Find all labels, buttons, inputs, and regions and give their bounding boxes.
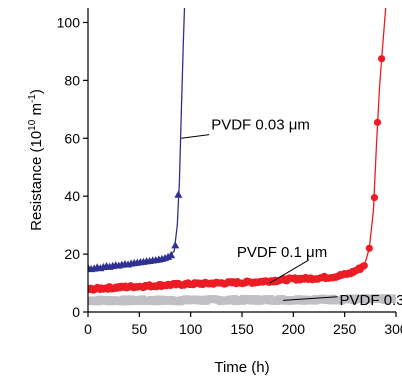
x-tick-label: 250 bbox=[333, 321, 357, 337]
series-1-point bbox=[167, 251, 176, 259]
series-2-point bbox=[370, 194, 379, 202]
y-axis-title-mid: m bbox=[28, 103, 45, 120]
series-label-text-3: PVDF 0.3 μm bbox=[340, 292, 402, 309]
series-label-leader-1 bbox=[181, 134, 210, 139]
series-1-curve bbox=[88, 8, 186, 270]
series-1-point bbox=[174, 190, 183, 198]
x-tick-label: 0 bbox=[84, 321, 92, 337]
series-2-point bbox=[378, 55, 386, 63]
series-layer bbox=[88, 8, 396, 306]
axes-layer: 0 20 40 60 80 100 0 50 100 150 200 250 300 bbox=[57, 8, 402, 337]
series-label-2: PVDF 0.1 μm bbox=[237, 244, 327, 284]
series-label-text-2: PVDF 0.1 μm bbox=[237, 244, 327, 261]
y-tick-label: 40 bbox=[64, 188, 80, 204]
y-axis-title-suffix: ) bbox=[28, 89, 45, 94]
series-1 bbox=[88, 8, 186, 273]
x-tick-label: 150 bbox=[230, 321, 254, 337]
y-axis-title: Resistance (1010 m-1) bbox=[27, 89, 45, 231]
y-tick-label: 60 bbox=[64, 130, 80, 146]
y-axis-title-exponent-2: -1 bbox=[27, 94, 38, 103]
y-tick-label: 20 bbox=[64, 246, 80, 262]
series-2-point bbox=[365, 244, 373, 252]
x-axis-title: Time (h) bbox=[214, 359, 269, 376]
x-tick-label: 100 bbox=[179, 321, 203, 337]
series-3-dense-point bbox=[391, 294, 396, 303]
series-label-leader-2 bbox=[269, 259, 310, 284]
series-2-point bbox=[373, 118, 382, 126]
y-tick-label: 0 bbox=[72, 304, 80, 320]
series-2-curve bbox=[364, 8, 387, 263]
x-tick-label: 200 bbox=[282, 321, 306, 337]
x-tick-label: 300 bbox=[384, 321, 402, 337]
series-2-dense-point bbox=[360, 262, 368, 270]
annotation-layer: PVDF 0.03 μm PVDF 0.1 μm PVDF 0.3 μm bbox=[181, 117, 402, 309]
y-tick-label: 100 bbox=[57, 14, 81, 30]
series-2 bbox=[88, 8, 387, 294]
series-label-leader-3 bbox=[283, 296, 338, 301]
series-label-text-1: PVDF 0.03 μm bbox=[211, 117, 310, 134]
series-label-3: PVDF 0.3 μm bbox=[283, 292, 402, 309]
series-label-1: PVDF 0.03 μm bbox=[181, 117, 310, 139]
series-1-point bbox=[171, 241, 180, 249]
y-tick-label: 80 bbox=[64, 72, 80, 88]
x-tick-label: 50 bbox=[132, 321, 148, 337]
y-axis-title-prefix: Resistance (10 bbox=[28, 131, 45, 231]
y-axis-title-text: Resistance (1010 m-1) bbox=[27, 89, 45, 231]
y-axis-title-exponent-1: 10 bbox=[27, 119, 38, 131]
series-3 bbox=[88, 294, 396, 306]
